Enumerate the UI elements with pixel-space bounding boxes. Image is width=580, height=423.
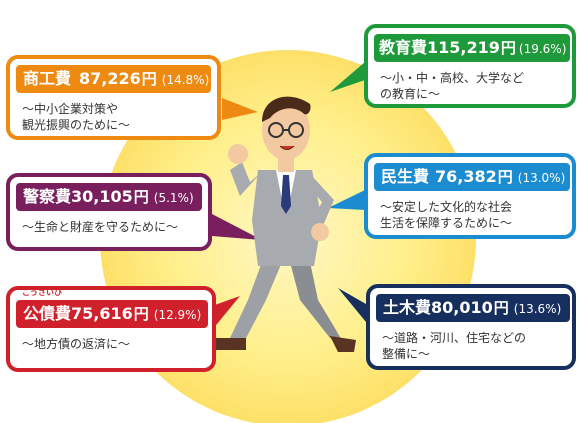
- debt-yen: 円: [133, 305, 149, 323]
- civil-yen: 円: [493, 299, 509, 317]
- welfare-name: 民生費: [381, 167, 430, 186]
- debt-ruby: こうさいひ: [22, 288, 62, 297]
- education-name: 教育費: [379, 38, 428, 57]
- commerce-yen: 円: [141, 70, 157, 88]
- debt-desc: ～地方債の返済に～: [22, 336, 204, 352]
- education-yen: 円: [500, 39, 516, 57]
- commerce-pointer: [222, 98, 258, 120]
- police-desc-line: ～生命と財産を守るために～: [22, 220, 179, 234]
- civil-pct: (13.6%): [513, 302, 562, 316]
- welfare-desc-line: 生活を保障するために～: [380, 216, 513, 230]
- commerce-desc: ～中小企業対策や 観光振興のために～: [22, 101, 209, 133]
- commerce-amount: 87,226: [79, 69, 141, 88]
- commerce-header: 商工費 87,226 円 (14.8%): [16, 65, 211, 93]
- education-pct: (19.6%): [518, 42, 567, 56]
- civil-pointer: [338, 288, 366, 322]
- civil-desc: ～道路・河川、住宅などの 整備に～: [382, 330, 564, 362]
- welfare-desc-line: ～安定した文化的な社会: [380, 200, 513, 214]
- civil-desc-line: 整備に～: [382, 347, 431, 361]
- education-header: 教育費 115,219 円 (19.6%): [374, 34, 570, 62]
- police-pct: (5.1%): [153, 191, 194, 205]
- welfare-pct: (13.0%): [517, 171, 566, 185]
- commerce-desc-line: 観光振興のために～: [22, 118, 131, 132]
- education-desc-line: ～小・中・高校、大学など: [380, 71, 525, 85]
- debt-pct: (12.9%): [153, 308, 202, 322]
- welfare-desc: ～安定した文化的な社会 生活を保障するために～: [380, 199, 564, 231]
- education-desc-line: の教育に～: [380, 87, 441, 101]
- welfare-amount: 76,382: [435, 167, 497, 186]
- police-card: 警察費 30,105 円 (5.1%) ～生命と財産を守るために～: [6, 173, 212, 251]
- civil-name: 土木費: [383, 298, 432, 317]
- police-desc: ～生命と財産を守るために～: [22, 219, 200, 235]
- police-pointer: [212, 214, 262, 240]
- commerce-card: 商工費 87,226 円 (14.8%) ～中小企業対策や 観光振興のために～: [6, 55, 221, 140]
- commerce-name: 商工費: [23, 69, 72, 88]
- police-header: 警察費 30,105 円 (5.1%): [16, 183, 202, 211]
- education-pointer: [330, 62, 365, 92]
- education-card: 教育費 115,219 円 (19.6%) ～小・中・高校、大学など の教育に～: [364, 24, 576, 108]
- commerce-pct: (14.8%): [161, 73, 210, 87]
- education-amount: 115,219: [427, 38, 500, 57]
- welfare-yen: 円: [497, 168, 513, 186]
- debt-card: 公債費 75,616 円 (12.9%) ～地方債の返済に～: [6, 286, 216, 372]
- welfare-card: 民生費 76,382 円 (13.0%) ～安定した文化的な社会 生活を保障する…: [364, 153, 576, 239]
- civil-header: 土木費 80,010 円 (13.6%): [376, 294, 570, 322]
- civil-card: 土木費 80,010 円 (13.6%) ～道路・河川、住宅などの 整備に～: [366, 284, 576, 370]
- welfare-header: 民生費 76,382 円 (13.0%): [374, 163, 570, 191]
- education-desc: ～小・中・高校、大学など の教育に～: [380, 70, 564, 102]
- debt-pointer: [212, 296, 240, 330]
- debt-desc-line: ～地方債の返済に～: [22, 337, 131, 351]
- welfare-pointer: [328, 190, 365, 210]
- police-yen: 円: [133, 188, 149, 206]
- running-man-figure: [212, 96, 356, 352]
- police-amount: 30,105: [71, 187, 133, 206]
- debt-header: 公債費 75,616 円 (12.9%): [16, 300, 208, 328]
- commerce-desc-line: ～中小企業対策や: [22, 102, 119, 116]
- civil-amount: 80,010: [431, 298, 493, 317]
- police-name: 警察費: [23, 187, 72, 206]
- debt-amount: 75,616: [71, 304, 133, 323]
- civil-desc-line: ～道路・河川、住宅などの: [382, 331, 527, 345]
- debt-name: 公債費: [23, 304, 72, 323]
